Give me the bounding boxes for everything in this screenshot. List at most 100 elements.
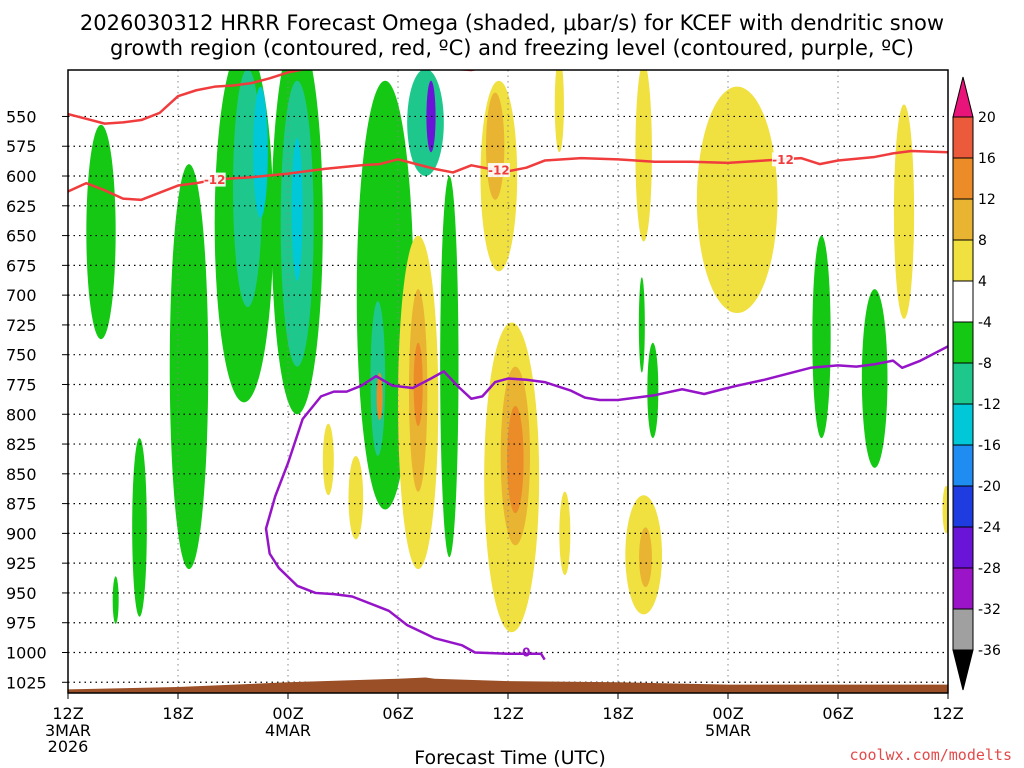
omega-region-15 (407, 70, 444, 177)
omega-region-37 (376, 372, 383, 421)
y-tick-950: 950 (6, 584, 37, 603)
x-tick-18: 06Z (382, 704, 413, 723)
colorbar-bin-1 (952, 567, 974, 610)
omega-region-27 (322, 423, 334, 496)
y-tick-800: 800 (6, 405, 37, 424)
omega-region-20 (554, 70, 564, 153)
terrain-fill (68, 677, 948, 693)
colorbar-tick--16: -16 (978, 438, 1001, 454)
x-tick-24: 12Z (492, 704, 523, 723)
chart-title-line1: 2026030312 HRRR Forecast Omega (shaded, … (80, 11, 944, 35)
y-axis-pressure: 550 575 600 625 650 675 700 725 750 775 800 825 850 8… (6, 107, 68, 692)
colorbar-tick--12: -12 (978, 397, 1001, 413)
omega-region-10 (812, 235, 831, 439)
x-tick-6: 18Z (162, 704, 193, 723)
y-tick-750: 750 (6, 346, 37, 365)
colorbar-bin-7 (952, 321, 974, 364)
colorbar-tick--20: -20 (978, 479, 1001, 495)
y-tick-725: 725 (6, 316, 37, 335)
y-tick-825: 825 (6, 435, 37, 454)
freezing-level-contour (264, 345, 948, 661)
dgz-contour-lower-label-bg-2 (772, 152, 794, 167)
y-tick-1000: 1000 (6, 643, 47, 662)
colorbar-tick--28: -28 (978, 561, 1001, 577)
y-tick-625: 625 (6, 197, 37, 216)
x-tick-48: 12Z (932, 704, 963, 723)
x-tick-0: 12Z (52, 704, 83, 723)
dgz-contour-upper (68, 70, 478, 125)
x-tick-12: 00Z (272, 704, 303, 723)
colorbar-bin-8 (952, 280, 974, 323)
omega-region-23 (893, 104, 915, 319)
omega-region-1 (132, 438, 147, 617)
colorbar-bin-6 (952, 362, 974, 405)
contour-lines: -12 -12 -12 0 (68, 70, 948, 661)
y-tick-650: 650 (6, 227, 37, 246)
y-tick-675: 675 (6, 256, 37, 275)
omega-region-30 (942, 485, 948, 534)
omega-region-3 (169, 164, 209, 570)
colorbar-tick-8: 8 (978, 233, 987, 249)
colorbar-tick--24: -24 (978, 520, 1001, 536)
colorbar-bin-10 (952, 198, 974, 241)
colorbar-bin-9 (952, 239, 974, 282)
colorbar-bin-11 (952, 157, 974, 200)
colorbar-bin-3 (952, 485, 974, 528)
colorbar-tick-16: 16 (978, 151, 996, 167)
omega-region-34 (639, 527, 652, 587)
y-tick-875: 875 (6, 495, 37, 514)
omega-region-29 (559, 491, 571, 576)
y-tick-550: 550 (6, 107, 37, 126)
dgz-contour-lower-label-bg-1 (487, 163, 510, 178)
terrain-surface (68, 677, 948, 693)
dgz-contour-lower-label-2: -12 (772, 153, 794, 167)
omega-region-22 (696, 86, 778, 314)
y-tick-775: 775 (6, 375, 37, 394)
y-tick-850: 850 (6, 465, 37, 484)
colorbar-bin-4 (952, 444, 974, 487)
x-tick-30: 18Z (602, 704, 633, 723)
dgz-contour-lower-label-1: -12 (488, 164, 510, 178)
omega-region-31 (486, 92, 505, 200)
omega-region-16 (253, 86, 268, 218)
omega-region-35 (507, 405, 524, 514)
y-tick-900: 900 (6, 524, 37, 543)
omega-region-8 (638, 277, 645, 373)
y-tick-600: 600 (6, 167, 37, 186)
y-tick-1025: 1025 (6, 673, 47, 692)
colorbar-under-triangle (952, 649, 974, 691)
omega-region-2 (112, 576, 119, 624)
x-tick-42: 06Z (822, 704, 853, 723)
dgz-contour-lower (68, 149, 948, 202)
chart-title-line2: growth region (contoured, red, ºC) and f… (110, 36, 914, 60)
dgz-contour-lower-label-bg-0 (203, 172, 226, 187)
omega-region-9 (647, 342, 659, 439)
x-tick-sub-0-0: 3MAR (45, 721, 91, 740)
omega-region-11 (861, 289, 888, 468)
y-tick-575: 575 (6, 137, 37, 156)
y-tick-975: 975 (6, 614, 37, 633)
dgz-contour-lower-label-0: -12 (204, 173, 226, 187)
omega-shading (86, 70, 948, 633)
colorbar-legend: 20 16 12 8 4 -4 -8 -12 -16 -20 -24 -28 -32 -36 (952, 76, 1001, 691)
colorbar-bin-2 (952, 526, 974, 569)
omega-region-7 (440, 176, 459, 558)
x-tick-36: 00Z (712, 704, 743, 723)
credit-text: coolwx.com/modelts (849, 746, 1012, 764)
colorbar-tick-20: 20 (978, 110, 996, 126)
colorbar-tick--4: -4 (978, 315, 992, 331)
omega-region-26 (348, 455, 364, 540)
omega-region-17 (291, 137, 303, 281)
x-tick-sub-0-1: 2026 (48, 737, 89, 756)
colorbar-tick--36: -36 (978, 643, 1001, 659)
colorbar-bin-0 (952, 608, 974, 651)
colorbar-tick--8: -8 (978, 356, 992, 372)
y-tick-925: 925 (6, 554, 37, 573)
colorbar-over-triangle (952, 76, 974, 118)
omega-region-0 (86, 124, 116, 340)
x-tick-sub-12-0: 4MAR (265, 721, 311, 740)
x-tick-sub-36-0: 5MAR (705, 721, 751, 740)
omega-region-21 (635, 70, 652, 242)
